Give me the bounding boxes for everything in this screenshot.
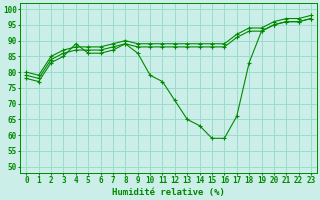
X-axis label: Humidité relative (%): Humidité relative (%): [112, 188, 225, 197]
